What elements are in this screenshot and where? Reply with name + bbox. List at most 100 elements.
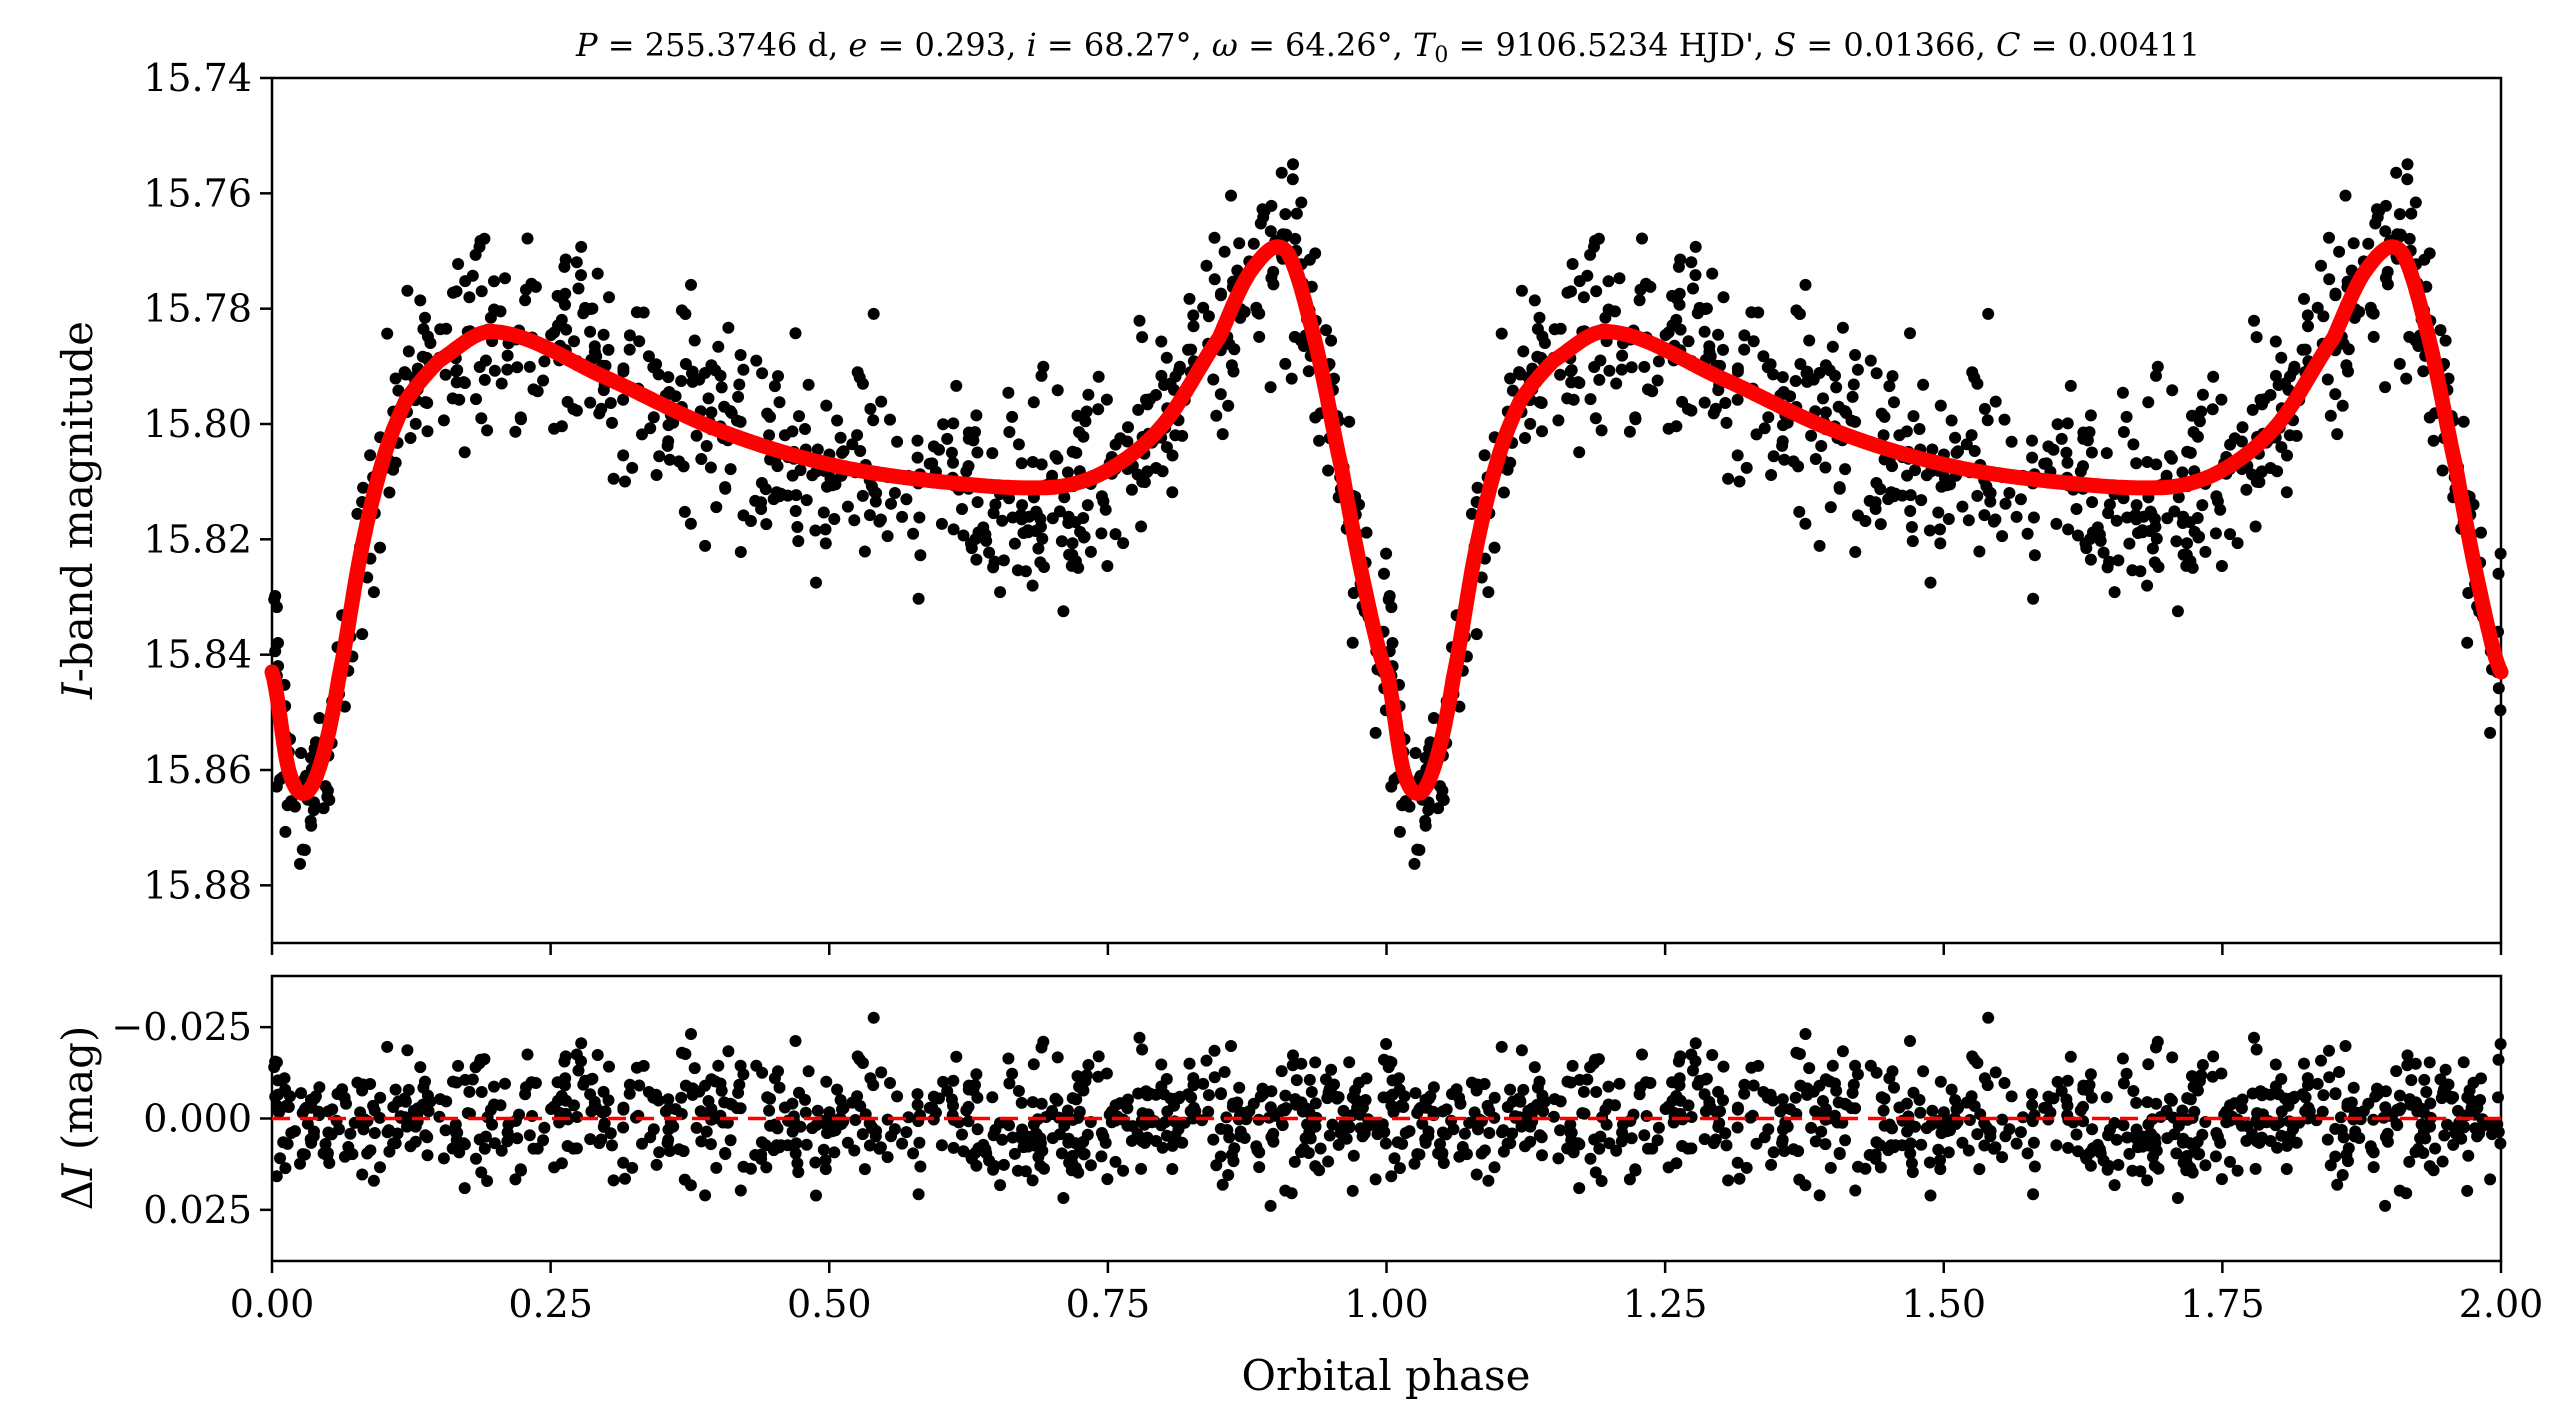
data-point — [1673, 298, 1686, 311]
residual-point — [270, 1056, 283, 1069]
data-point — [1279, 357, 1292, 370]
residual-point — [2436, 1155, 2449, 1168]
residual-point — [1463, 1116, 1476, 1129]
residual-point — [789, 1147, 802, 1160]
residual-point — [881, 1113, 894, 1126]
data-point — [1053, 505, 1066, 518]
residual-point — [1440, 1128, 1453, 1141]
data-point — [357, 481, 370, 494]
residual-point — [2367, 1161, 2380, 1174]
residual-point — [1738, 1078, 1751, 1091]
data-point — [2165, 452, 2178, 465]
residual-point — [1202, 1089, 1215, 1102]
data-point — [734, 349, 747, 361]
data-point — [970, 409, 983, 422]
data-point — [773, 396, 786, 409]
residual-point — [2302, 1079, 2314, 1092]
bottom-x-ticks: 0.00 0.25 0.50 0.75 1.00 1.25 1.50 1.75 2.00 — [230, 1261, 2543, 1326]
residual-point — [1265, 1131, 1278, 1144]
residual-point — [1156, 1141, 1169, 1154]
residual-point — [1733, 1172, 1746, 1185]
data-point — [1691, 307, 1704, 320]
residual-point — [1286, 1059, 1299, 1072]
data-point — [558, 260, 571, 273]
residual-point — [2414, 1132, 2427, 1145]
residual-point — [1051, 1094, 1064, 1107]
data-point — [1687, 282, 1699, 295]
data-point — [2097, 546, 2110, 559]
residual-point — [2231, 1164, 2244, 1177]
data-point — [2186, 409, 2198, 422]
data-point — [2172, 491, 2185, 504]
data-point — [1253, 330, 1266, 343]
residual-point — [1331, 1092, 1344, 1105]
data-point — [606, 416, 618, 429]
data-point — [2484, 726, 2497, 739]
residual-point — [2275, 1105, 2288, 1118]
residual-point — [1385, 1170, 1398, 1183]
data-point — [2086, 496, 2099, 509]
residual-point — [2329, 1150, 2342, 1163]
residual-point — [478, 1142, 491, 1155]
residual-point — [381, 1126, 394, 1139]
residual-point — [295, 1087, 307, 1100]
residual-point — [1471, 1078, 1484, 1091]
residual-point — [2184, 1093, 2197, 1106]
residual-point — [1095, 1127, 1108, 1139]
data-point — [2298, 292, 2310, 305]
data-point — [941, 432, 954, 445]
residual-point — [675, 1046, 688, 1059]
data-point — [2151, 360, 2164, 373]
residual-point — [1706, 1049, 1719, 1061]
residual-point — [2429, 1142, 2442, 1155]
data-point — [402, 345, 415, 358]
residual-point — [912, 1188, 925, 1201]
data-point — [308, 796, 320, 809]
data-point — [1815, 440, 1828, 452]
data-point — [1589, 412, 1602, 425]
residual-point — [2311, 1077, 2324, 1090]
data-point — [1717, 291, 1730, 304]
residual-point — [1720, 1139, 1733, 1152]
residual-point — [2494, 1137, 2507, 1150]
data-point — [1396, 799, 1409, 812]
data-point — [988, 555, 1001, 568]
residual-point — [2418, 1106, 2430, 1119]
residual-point — [389, 1137, 402, 1150]
data-point — [2250, 475, 2263, 488]
residual-point — [1256, 1082, 1269, 1095]
data-point — [459, 275, 472, 288]
data-point — [1264, 381, 1277, 394]
residual-point — [2315, 1054, 2327, 1067]
residual-point — [374, 1091, 387, 1104]
data-point — [470, 393, 482, 406]
data-point — [2427, 434, 2440, 447]
data-point — [867, 307, 880, 320]
data-point — [1883, 380, 1896, 393]
data-point — [2317, 310, 2330, 323]
data-point — [1133, 314, 1146, 327]
residual-point — [700, 1125, 713, 1138]
data-point — [1762, 411, 1775, 424]
data-point — [2184, 446, 2197, 459]
residual-point — [2220, 1105, 2233, 1118]
residual-point — [623, 1078, 636, 1091]
data-point — [2027, 592, 2040, 605]
data-point — [501, 349, 514, 362]
residual-point — [1793, 1173, 1806, 1186]
residual-point — [2316, 1105, 2329, 1118]
residual-point — [1326, 1118, 1339, 1131]
data-point — [1750, 428, 1763, 441]
data-point — [1829, 369, 1841, 382]
data-point — [650, 469, 663, 481]
residual-point — [2329, 1088, 2342, 1101]
data-point — [1685, 404, 1698, 417]
residual-point — [1117, 1164, 1130, 1177]
residual-point — [270, 1099, 283, 1112]
data-point — [705, 406, 718, 419]
data-point — [1016, 499, 1029, 512]
residual-point — [2199, 1159, 2212, 1172]
residual-point — [1803, 1062, 1816, 1075]
residual-point — [2251, 1107, 2264, 1120]
residual-point — [1888, 1081, 1900, 1094]
